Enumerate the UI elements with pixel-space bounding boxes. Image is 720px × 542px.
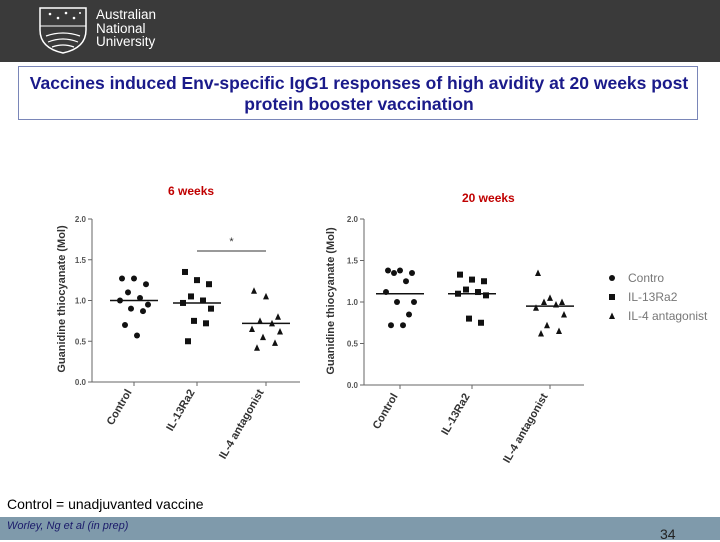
y-tick-label: 1.0 [347, 298, 359, 307]
title-box: Vaccines induced Env-specific IgG1 respo… [18, 66, 698, 120]
legend-label: Contro [628, 271, 664, 285]
data-point [185, 338, 191, 345]
data-point [263, 292, 269, 300]
category-label: IL-13Ra2 [164, 388, 197, 434]
data-point [128, 305, 134, 312]
legend-marker [609, 312, 615, 319]
data-point [131, 275, 137, 282]
data-point [403, 278, 409, 285]
y-tick-label: 2.0 [75, 215, 87, 224]
data-point [203, 320, 209, 327]
data-point [478, 319, 484, 326]
y-tick-label: 1.5 [75, 256, 87, 265]
data-point [122, 321, 128, 328]
y-tick-label: 1.0 [75, 297, 87, 306]
data-point [463, 286, 469, 293]
legend-marker [609, 294, 615, 300]
data-point [208, 305, 214, 312]
data-point [475, 289, 481, 296]
data-point [406, 311, 412, 318]
data-point [249, 325, 255, 333]
data-point [469, 276, 475, 283]
data-point [388, 322, 394, 329]
university-crest-icon [39, 7, 87, 54]
data-point [134, 332, 140, 339]
data-point [411, 299, 417, 305]
data-point [272, 339, 278, 346]
significance-annotation: * [229, 236, 234, 248]
data-point [140, 308, 146, 315]
category-label: Control [105, 388, 135, 428]
y-tick-label: 2.0 [347, 215, 359, 224]
page-number: 34 [660, 526, 676, 542]
y-tick-label: 1.5 [347, 257, 359, 266]
panel-label-6-weeks: 6 weeks [168, 184, 215, 198]
data-point [385, 267, 391, 274]
data-point [194, 277, 200, 284]
panel-label-20-weeks: 20 weeks [462, 191, 515, 205]
data-point [466, 315, 472, 322]
data-point [254, 344, 260, 351]
slide-title: Vaccines induced Env-specific IgG1 respo… [29, 73, 689, 114]
citation: Worley, Ng et al (in prep) [7, 520, 129, 532]
y-tick-label: 0.5 [75, 337, 87, 346]
data-point [277, 327, 283, 335]
header-bar: Australian National University [0, 0, 720, 62]
data-point [409, 269, 415, 276]
category-label: Control [371, 392, 401, 432]
legend-label: IL-13Ra2 [628, 290, 678, 304]
y-tick-label: 0.5 [347, 340, 359, 349]
data-point [191, 317, 197, 324]
bottom-bar [0, 517, 720, 540]
data-point [544, 321, 550, 329]
university-name-line: University [96, 34, 156, 49]
category-label: IL-4 antagonist [501, 391, 551, 465]
data-point [182, 268, 188, 275]
category-label: IL-13Ra2 [439, 392, 472, 438]
data-point [125, 289, 131, 296]
data-point [206, 281, 212, 288]
legend-label: IL-4 antagonist [628, 309, 708, 323]
university-name-line: National [96, 20, 146, 36]
category-label: IL-4 antagonist [217, 387, 267, 461]
data-point [394, 299, 400, 305]
data-point [251, 287, 257, 294]
data-point [533, 304, 539, 311]
data-point [538, 330, 544, 337]
data-point [145, 301, 151, 308]
university-name: Australian National University [96, 8, 156, 49]
data-point [137, 295, 143, 302]
data-point [257, 317, 263, 324]
legend-marker [609, 275, 615, 281]
data-point [260, 333, 266, 341]
university-name-line: Australian [96, 7, 157, 22]
data-point [535, 269, 541, 276]
data-point [188, 293, 194, 300]
data-point [561, 310, 567, 318]
y-tick-label: 0.0 [75, 378, 87, 387]
data-point [559, 298, 565, 305]
data-point [143, 281, 149, 288]
data-point [397, 267, 403, 274]
data-point [541, 298, 547, 305]
data-point [483, 292, 489, 299]
y-tick-label: 0.0 [347, 381, 359, 390]
data-point [400, 322, 406, 329]
footnote: Control = unadjuvanted vaccine [7, 496, 204, 512]
data-point [275, 313, 281, 320]
data-point [457, 271, 463, 278]
data-point [547, 294, 553, 301]
data-point [119, 275, 125, 282]
data-point [481, 278, 487, 285]
data-point [556, 327, 562, 335]
data-point [200, 297, 206, 304]
data-point [391, 269, 397, 276]
